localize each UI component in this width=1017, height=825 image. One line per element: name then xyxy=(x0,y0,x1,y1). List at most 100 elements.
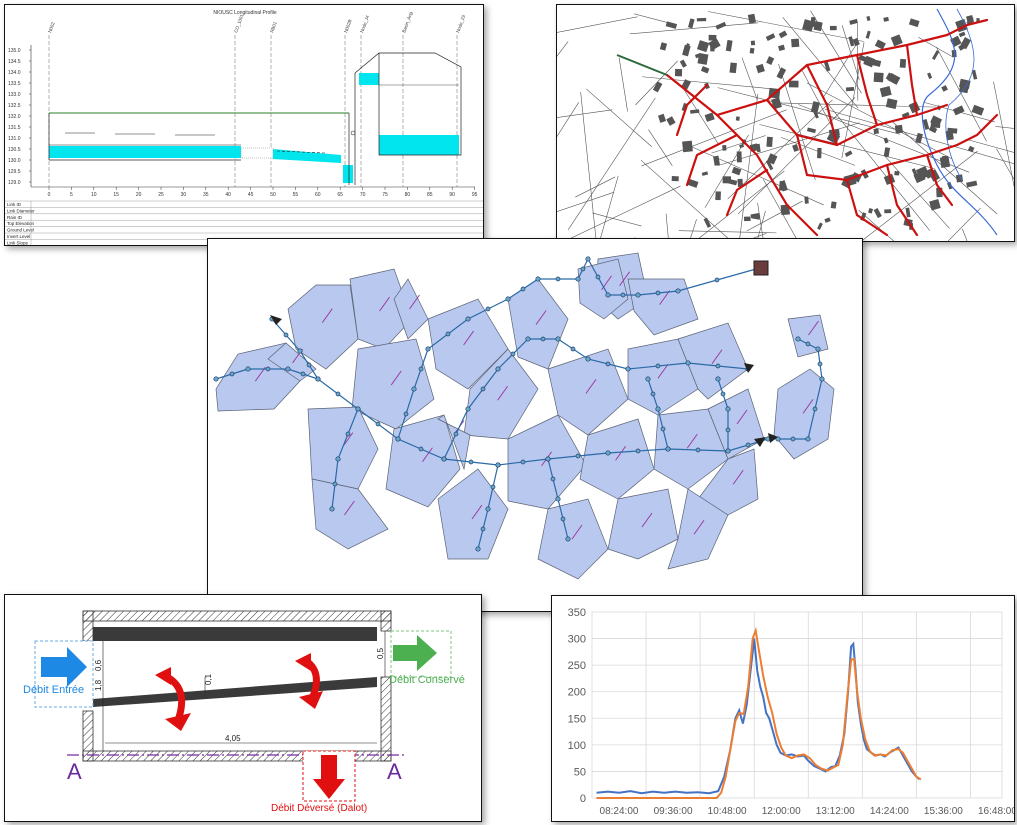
manhole-node[interactable] xyxy=(815,346,821,352)
manhole-node[interactable] xyxy=(819,376,825,382)
manhole-node[interactable] xyxy=(560,516,566,522)
manhole-node[interactable] xyxy=(306,362,312,368)
manhole-node[interactable] xyxy=(441,456,447,462)
manhole-node[interactable] xyxy=(375,421,381,427)
manhole-node[interactable] xyxy=(745,442,751,448)
manhole-node[interactable] xyxy=(685,360,691,366)
manhole-node[interactable] xyxy=(355,406,361,412)
manhole-node[interactable] xyxy=(245,366,251,372)
manhole-node[interactable] xyxy=(565,536,571,542)
manhole-node[interactable] xyxy=(505,296,511,302)
manhole-node[interactable] xyxy=(315,376,321,382)
manhole-node[interactable] xyxy=(795,336,801,342)
manhole-node[interactable] xyxy=(665,446,671,452)
manhole-node[interactable] xyxy=(655,363,661,369)
manhole-node[interactable] xyxy=(418,446,424,452)
manhole-node[interactable] xyxy=(520,459,526,465)
profile-table-row-label: Rain ID xyxy=(7,215,23,220)
manhole-node[interactable] xyxy=(650,391,656,397)
manhole-node[interactable] xyxy=(283,332,289,338)
manhole-node[interactable] xyxy=(655,290,661,296)
manhole-node[interactable] xyxy=(485,306,491,312)
manhole-node[interactable] xyxy=(605,292,611,298)
manhole-node[interactable] xyxy=(213,376,219,382)
manhole-node[interactable] xyxy=(555,276,561,282)
manhole-node[interactable] xyxy=(725,427,731,433)
manhole-node[interactable] xyxy=(395,436,401,442)
manhole-node[interactable] xyxy=(625,366,631,372)
manhole-node[interactable] xyxy=(411,386,417,392)
manhole-node[interactable] xyxy=(495,366,501,372)
section-label-right: A xyxy=(387,759,402,784)
manhole-node[interactable] xyxy=(635,292,641,298)
manhole-node[interactable] xyxy=(725,406,731,412)
manhole-node[interactable] xyxy=(475,546,481,552)
manhole-node[interactable] xyxy=(297,348,303,354)
profile-x-tick: 70 xyxy=(360,192,366,198)
manhole-node[interactable] xyxy=(535,276,541,282)
manhole-node[interactable] xyxy=(480,386,486,392)
manhole-node[interactable] xyxy=(345,431,351,437)
manhole-node[interactable] xyxy=(715,376,721,382)
manhole-node[interactable] xyxy=(300,371,306,377)
manhole-node[interactable] xyxy=(620,292,626,298)
manhole-node[interactable] xyxy=(468,459,474,465)
profile-table-row-label: Top Elevation xyxy=(7,221,35,226)
manhole-node[interactable] xyxy=(645,376,651,382)
profile-x-tick: 10 xyxy=(91,192,97,198)
manhole-node[interactable] xyxy=(490,484,496,490)
manhole-node[interactable] xyxy=(525,336,531,342)
manhole-node[interactable] xyxy=(595,274,601,280)
manhole-node[interactable] xyxy=(635,448,641,454)
manhole-node[interactable] xyxy=(660,426,666,432)
manhole-node[interactable] xyxy=(585,356,591,362)
manhole-node[interactable] xyxy=(575,276,581,282)
manhole-node[interactable] xyxy=(480,526,486,532)
manhole-node[interactable] xyxy=(285,366,291,372)
profile-panel: NIOUSC Longitudinal Profile 135.0 134.5 13… xyxy=(4,4,484,246)
manhole-node[interactable] xyxy=(555,496,561,502)
manhole-node[interactable] xyxy=(335,456,341,462)
manhole-node[interactable] xyxy=(575,453,581,459)
manhole-node[interactable] xyxy=(265,366,271,372)
manhole-node[interactable] xyxy=(540,336,546,342)
manhole-node[interactable] xyxy=(805,436,811,442)
manhole-node[interactable] xyxy=(805,341,811,347)
manhole-node[interactable] xyxy=(715,363,721,369)
manhole-node[interactable] xyxy=(485,506,491,512)
manhole-node[interactable] xyxy=(655,406,661,412)
manhole-node[interactable] xyxy=(605,450,611,456)
manhole-node[interactable] xyxy=(465,316,471,322)
manhole-node[interactable] xyxy=(605,361,611,367)
manhole-node[interactable] xyxy=(445,331,451,337)
manhole-node[interactable] xyxy=(332,481,338,487)
manhole-node[interactable] xyxy=(812,406,818,412)
manhole-node[interactable] xyxy=(425,346,431,352)
manhole-node[interactable] xyxy=(585,256,591,262)
manhole-node[interactable] xyxy=(465,406,471,412)
manhole-node[interactable] xyxy=(817,361,823,367)
profile-x-tick: 40 xyxy=(225,192,231,198)
manhole-node[interactable] xyxy=(570,346,576,352)
manhole-node[interactable] xyxy=(418,366,424,372)
manhole-node[interactable] xyxy=(335,391,341,397)
manhole-node[interactable] xyxy=(725,448,731,454)
manhole-node[interactable] xyxy=(580,266,586,272)
manhole-node[interactable] xyxy=(229,371,235,377)
manhole-node[interactable] xyxy=(720,391,726,397)
manhole-node[interactable] xyxy=(495,462,501,468)
manhole-node[interactable] xyxy=(790,436,796,442)
manhole-node[interactable] xyxy=(510,351,516,357)
manhole-node[interactable] xyxy=(329,506,335,512)
manhole-node[interactable] xyxy=(714,277,720,283)
manhole-node[interactable] xyxy=(675,288,681,294)
manhole-node[interactable] xyxy=(695,447,701,453)
subcatchment-outlet-link xyxy=(471,504,483,520)
manhole-node[interactable] xyxy=(775,436,781,442)
manhole-node[interactable] xyxy=(545,456,551,462)
manhole-node[interactable] xyxy=(520,286,526,292)
manhole-node[interactable] xyxy=(403,411,409,417)
manhole-node[interactable] xyxy=(555,336,561,342)
manhole-node[interactable] xyxy=(550,476,556,482)
manhole-node[interactable] xyxy=(453,431,459,437)
